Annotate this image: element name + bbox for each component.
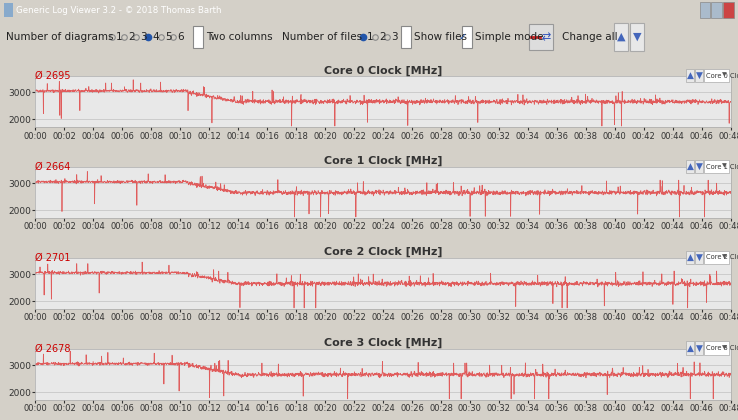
Text: 3: 3 bbox=[140, 32, 147, 42]
Title: Core 3 Clock [MHz]: Core 3 Clock [MHz] bbox=[324, 338, 442, 348]
Bar bbox=[686, 160, 694, 173]
Text: Ø 2664: Ø 2664 bbox=[35, 162, 70, 172]
Text: Generic Log Viewer 3.2 - © 2018 Thomas Barth: Generic Log Viewer 3.2 - © 2018 Thomas B… bbox=[16, 6, 221, 15]
Text: Two columns: Two columns bbox=[206, 32, 272, 42]
Text: 1: 1 bbox=[367, 32, 373, 42]
Bar bbox=[686, 341, 694, 354]
Bar bbox=[630, 23, 644, 51]
Bar bbox=[686, 250, 694, 264]
Text: ▲: ▲ bbox=[687, 71, 694, 80]
Text: ▲: ▲ bbox=[687, 162, 694, 171]
Bar bbox=[695, 341, 703, 354]
Bar bbox=[704, 160, 729, 173]
Text: Change all: Change all bbox=[562, 32, 618, 42]
Text: Simple mode: Simple mode bbox=[475, 32, 543, 42]
Text: ▼: ▼ bbox=[723, 164, 727, 168]
Text: ▼: ▼ bbox=[723, 73, 727, 78]
Title: Core 2 Clock [MHz]: Core 2 Clock [MHz] bbox=[324, 247, 442, 257]
Bar bbox=[704, 68, 729, 82]
Bar bbox=[686, 68, 694, 82]
Bar bbox=[4, 3, 13, 17]
Title: Core 0 Clock [MHz]: Core 0 Clock [MHz] bbox=[324, 65, 442, 76]
Bar bbox=[695, 68, 703, 82]
Text: ▲: ▲ bbox=[687, 344, 694, 352]
Bar bbox=[401, 26, 411, 48]
Bar bbox=[695, 250, 703, 264]
Text: Ø 2701: Ø 2701 bbox=[35, 253, 70, 263]
Text: Number of diagrams: Number of diagrams bbox=[6, 32, 114, 42]
Text: ▼: ▼ bbox=[696, 344, 703, 352]
Bar bbox=[529, 24, 553, 50]
Bar bbox=[704, 341, 729, 354]
Text: Ø 2695: Ø 2695 bbox=[35, 71, 70, 81]
Text: ▼: ▼ bbox=[723, 346, 727, 350]
Text: 1: 1 bbox=[116, 32, 123, 42]
Bar bbox=[704, 250, 729, 264]
Text: Core 0 Clock [: Core 0 Clock [ bbox=[706, 72, 738, 79]
Bar bbox=[462, 26, 472, 48]
Text: 6: 6 bbox=[177, 32, 184, 42]
Bar bbox=[700, 2, 710, 18]
Text: ⇄: ⇄ bbox=[542, 32, 551, 42]
Text: 4: 4 bbox=[152, 32, 159, 42]
Text: 2: 2 bbox=[128, 32, 134, 42]
Text: ▼: ▼ bbox=[696, 162, 703, 171]
Text: Core 1 Clock [: Core 1 Clock [ bbox=[706, 163, 738, 170]
Title: Core 1 Clock [MHz]: Core 1 Clock [MHz] bbox=[324, 156, 442, 166]
Text: ▼: ▼ bbox=[696, 252, 703, 262]
Text: 3: 3 bbox=[391, 32, 398, 42]
Text: 2: 2 bbox=[379, 32, 386, 42]
Bar bbox=[695, 160, 703, 173]
Text: ▼: ▼ bbox=[632, 32, 641, 42]
Text: Ø 2678: Ø 2678 bbox=[35, 344, 70, 354]
Text: Number of files: Number of files bbox=[282, 32, 362, 42]
Text: Core 3 Clock [: Core 3 Clock [ bbox=[706, 345, 738, 352]
Bar bbox=[711, 2, 722, 18]
Bar bbox=[723, 2, 734, 18]
Text: ▲: ▲ bbox=[687, 252, 694, 262]
Text: ▼: ▼ bbox=[696, 71, 703, 80]
Text: Show files: Show files bbox=[414, 32, 467, 42]
Text: 5: 5 bbox=[165, 32, 172, 42]
Bar bbox=[193, 26, 203, 48]
Text: Core 2 Clock [: Core 2 Clock [ bbox=[706, 254, 738, 260]
Text: ▲: ▲ bbox=[617, 32, 625, 42]
Text: ✓: ✓ bbox=[459, 32, 467, 42]
Bar bbox=[614, 23, 628, 51]
Text: ▼: ▼ bbox=[723, 255, 727, 260]
